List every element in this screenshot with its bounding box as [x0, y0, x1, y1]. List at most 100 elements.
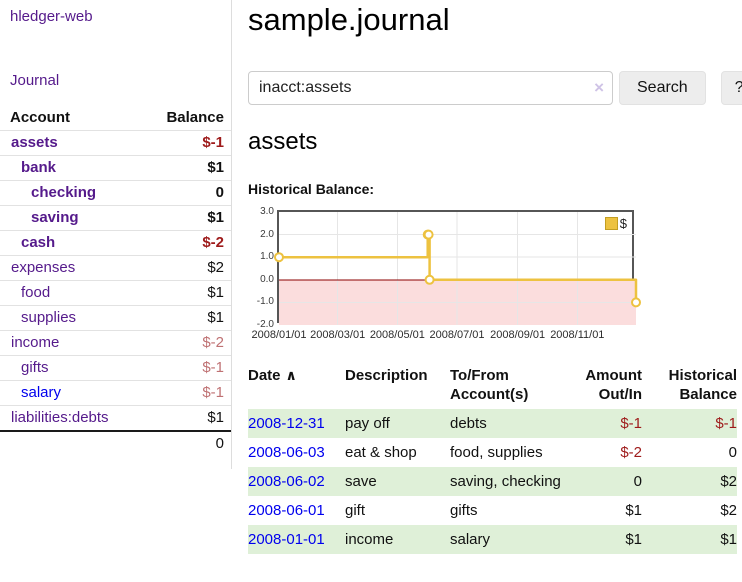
- column-header-accounts: To/From Account(s): [450, 361, 563, 409]
- transaction-description: eat & shop: [345, 444, 417, 461]
- column-header-amount: Amount Out/In: [563, 361, 642, 409]
- balance-header-line1: Historical: [668, 367, 737, 384]
- accounts-header-balance: Balance: [166, 109, 224, 126]
- transaction-date-link[interactable]: 2008-06-01: [248, 502, 325, 519]
- account-row-food: food $1: [0, 280, 231, 305]
- transaction-balance: $2: [720, 473, 737, 490]
- account-link[interactable]: food: [21, 284, 51, 301]
- account-row-assets: assets $-1: [0, 130, 231, 155]
- account-balance: $-1: [202, 359, 224, 376]
- main-content: sample.journal × Search ? assets Histori…: [232, 0, 742, 554]
- sidebar-item-journal[interactable]: Journal: [10, 72, 60, 89]
- search-input[interactable]: [248, 71, 613, 105]
- transaction-description: pay off: [345, 415, 390, 432]
- sidebar: hledger-web Journal Account Balance asse…: [0, 0, 232, 469]
- x-tick-label: 2008/05/01: [369, 329, 425, 341]
- account-row-income: income $-2: [0, 330, 231, 355]
- account-row-saving: saving $1: [0, 205, 231, 230]
- account-row-salary: salary $-1: [0, 380, 231, 405]
- amount-header-line1: Amount: [585, 367, 642, 384]
- account-row-cash: cash $-2: [0, 230, 231, 255]
- clear-search-icon[interactable]: ×: [594, 78, 604, 97]
- account-balance: $-2: [202, 334, 224, 351]
- x-tick-label: 2008/07/01: [429, 329, 485, 341]
- transactions-header-row: Date ∧ Description To/From Account(s) Amo…: [248, 361, 737, 409]
- x-tick-label: 2008/01/01: [251, 329, 307, 341]
- app-title-link[interactable]: hledger-web: [10, 8, 93, 25]
- account-link[interactable]: saving: [31, 209, 79, 226]
- transaction-amount: $-2: [620, 444, 642, 461]
- chart-legend: $: [602, 215, 629, 232]
- transaction-row: 2008-06-03 eat & shop food, supplies $-2 0: [248, 438, 737, 467]
- y-tick-label: -2.0: [256, 319, 274, 330]
- account-link[interactable]: supplies: [21, 309, 77, 326]
- account-balance: $1: [207, 159, 224, 176]
- x-tick-label: 2008/03/01: [310, 329, 366, 341]
- transaction-row: 2008-01-01 income salary $1 $1: [248, 525, 737, 554]
- transaction-date-link[interactable]: 2008-01-01: [248, 531, 325, 548]
- transaction-amount: 0: [633, 473, 642, 490]
- account-balance: $1: [207, 209, 224, 226]
- account-row-expenses: expenses $2: [0, 255, 231, 280]
- x-tick-label: 2008/11/01: [550, 329, 605, 341]
- transaction-amount: $-1: [620, 415, 642, 432]
- account-link[interactable]: bank: [21, 159, 57, 176]
- transaction-amount: $1: [625, 531, 642, 548]
- transaction-description: save: [345, 473, 377, 490]
- y-tick-label: 3.0: [260, 206, 274, 217]
- date-header-label: Date: [248, 367, 281, 384]
- balance-header-line2: Balance: [679, 386, 737, 403]
- transaction-description: income: [345, 531, 394, 548]
- account-balance: $1: [207, 309, 224, 326]
- account-heading: assets: [248, 128, 318, 155]
- chart-plot-area: $: [274, 210, 641, 325]
- legend-swatch-icon: [604, 217, 618, 230]
- x-tick-label: 2008/09/01: [490, 329, 546, 341]
- transaction-description: gift: [345, 502, 366, 519]
- transaction-balance: $-1: [715, 415, 737, 432]
- transaction-date-link[interactable]: 2008-06-02: [248, 473, 325, 490]
- account-balance: $-2: [202, 234, 224, 251]
- transaction-row: 2008-06-01 gift gifts $1 $2: [248, 496, 737, 525]
- account-link[interactable]: checking: [31, 184, 97, 201]
- transaction-balance: 0: [728, 444, 737, 461]
- help-button[interactable]: ?: [720, 71, 742, 105]
- account-link[interactable]: gifts: [21, 359, 49, 376]
- column-header-date[interactable]: Date ∧: [248, 361, 345, 409]
- account-link[interactable]: expenses: [11, 259, 76, 276]
- search-bar: × Search ?: [248, 71, 742, 105]
- transaction-date-link[interactable]: 2008-12-31: [248, 415, 325, 432]
- page: hledger-web Journal Account Balance asse…: [0, 0, 742, 554]
- accounts-header-line2: Account(s): [450, 386, 529, 403]
- amount-header-line2: Out/In: [598, 386, 642, 403]
- y-tick-label: 2.0: [260, 228, 274, 240]
- transaction-accounts: saving, checking: [450, 473, 561, 490]
- transaction-date-link[interactable]: 2008-06-03: [248, 444, 325, 461]
- y-tick-label: -1.0: [256, 296, 274, 308]
- account-link[interactable]: income: [11, 334, 60, 351]
- transactions-table: Date ∧ Description To/From Account(s) Amo…: [248, 361, 737, 554]
- account-balance: $1: [207, 409, 224, 426]
- transaction-accounts: gifts: [450, 502, 478, 519]
- accounts-header-line1: To/From: [450, 367, 509, 384]
- search-button[interactable]: Search: [619, 71, 706, 105]
- account-link[interactable]: salary: [21, 384, 62, 401]
- account-link[interactable]: liabilities:debts: [11, 409, 109, 426]
- transaction-accounts: salary: [450, 531, 491, 548]
- account-link[interactable]: assets: [11, 134, 58, 151]
- account-balance: 0: [215, 184, 224, 201]
- chart-title-label: Historical Balance:: [248, 181, 375, 197]
- y-tick-label: 1.0: [260, 251, 274, 263]
- transaction-row: 2008-12-31 pay off debts $-1 $-1: [248, 409, 737, 438]
- accounts-header-account: Account: [10, 109, 70, 126]
- transaction-accounts: debts: [450, 415, 487, 432]
- account-row-checking: checking 0: [0, 180, 231, 205]
- legend-label: $: [619, 216, 627, 231]
- account-link[interactable]: cash: [21, 234, 56, 251]
- historical-balance-chart: 3.0 2.0 1.0 0.0 -1.0 -2.0 $ 2008/01/01 2008/03…: [248, 206, 742, 344]
- transaction-amount: $1: [625, 502, 642, 519]
- transaction-accounts: food, supplies: [450, 444, 543, 461]
- account-row-liabilities-debts: liabilities:debts $1: [0, 405, 231, 430]
- account-balance: $1: [207, 284, 224, 301]
- sort-ascending-icon: ∧: [285, 367, 297, 383]
